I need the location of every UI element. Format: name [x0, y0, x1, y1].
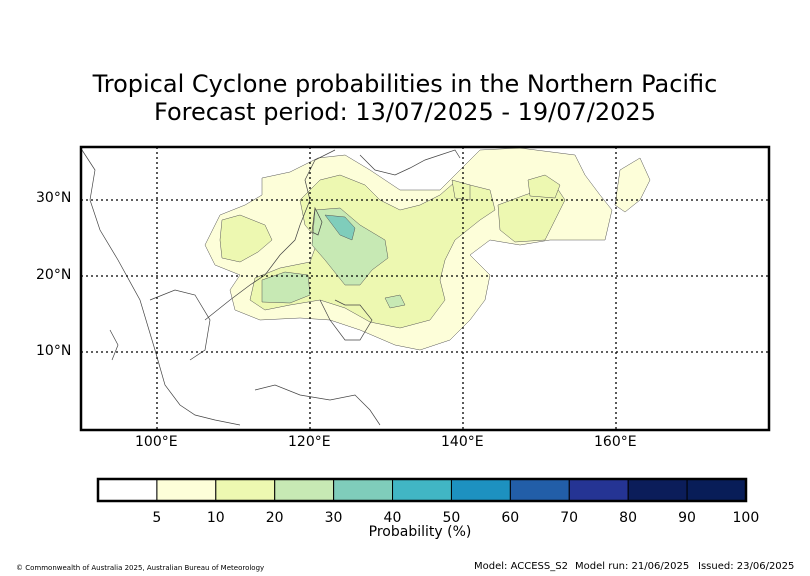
colorbar-tick-label: 60 [501, 510, 520, 526]
colorbar-swatch [509, 478, 570, 502]
colorbar-tick-label: 50 [442, 510, 461, 526]
colorbar-swatch [97, 478, 158, 502]
prob-band-20-30 [261, 207, 406, 309]
colorbar-tick-label: 70 [560, 510, 579, 526]
map-frame [79, 145, 771, 432]
colorbar [97, 478, 747, 502]
colorbar-swatch [686, 478, 747, 502]
colorbar-tick-label: 20 [265, 510, 284, 526]
lon-label-100e: 100°E [135, 434, 178, 450]
lon-label-120e: 120°E [288, 434, 331, 450]
issued-date: Issued: 23/06/2025 [698, 561, 795, 572]
colorbar-tick-label: 80 [619, 510, 637, 526]
colorbar-swatch [215, 478, 276, 502]
prob-band-30-40 [324, 214, 356, 241]
lon-label-140e: 140°E [441, 434, 484, 450]
colorbar-swatch [627, 478, 688, 502]
colorbar-tick-label: 40 [383, 510, 402, 526]
colorbar-tick-label: 30 [324, 510, 343, 526]
colorbar-tick-label: 10 [206, 510, 225, 526]
lat-label-20n: 20°N [36, 267, 72, 283]
model-name: Model: ACCESS_S2 [474, 561, 568, 572]
title-line-2: Forecast period: 13/07/2025 - 19/07/2025 [154, 98, 656, 126]
copyright-notice: © Commonwealth of Australia 2025, Austra… [16, 564, 265, 572]
colorbar-label: Probability (%) [368, 524, 472, 540]
colorbar-swatch [450, 478, 511, 502]
colorbar-tick-label: 100 [732, 510, 760, 526]
model-run-date: Model run: 21/06/2025 [575, 561, 690, 572]
colorbar-swatch [568, 478, 629, 502]
colorbar-tick-label: 90 [678, 510, 696, 526]
graticule [81, 147, 769, 430]
colorbar-swatch [156, 478, 217, 502]
colorbar-tick-label: 5 [152, 510, 162, 526]
colorbar-swatch [274, 478, 335, 502]
lon-label-160e: 160°E [594, 434, 637, 450]
colorbar-swatch [333, 478, 394, 502]
lat-label-10n: 10°N [36, 343, 72, 359]
title-line-1: Tropical Cyclone probabilities in the No… [92, 70, 718, 98]
lat-label-30n: 30°N [36, 190, 72, 206]
colorbar-swatch [392, 478, 452, 502]
colorbar-frame [96, 477, 748, 503]
